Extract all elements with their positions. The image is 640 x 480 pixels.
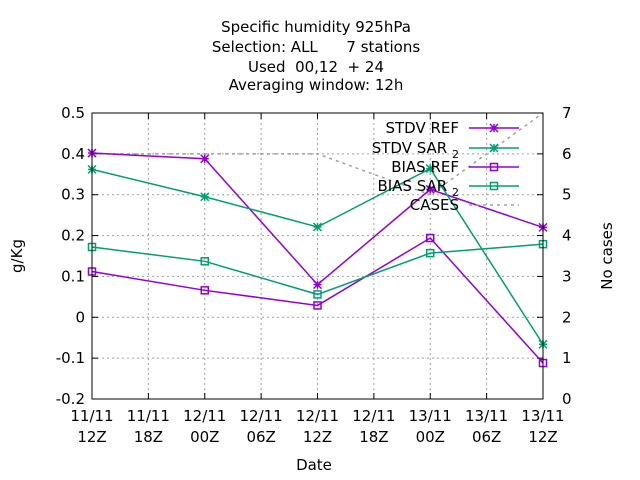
series-stdv-sar2	[87, 164, 548, 349]
series-line-bias-ref	[91, 237, 544, 364]
x-tick-label-date: 12/11	[183, 407, 226, 425]
y-axis-label: g/Kg	[8, 239, 26, 273]
y2-tick-label: 3	[562, 267, 572, 285]
y2-tick-label: 7	[562, 104, 572, 122]
x-tick-label-hour: 06Z	[472, 428, 501, 446]
legend-label-text: BIAS REF	[391, 158, 459, 176]
data-point-bias-sar2	[200, 257, 209, 266]
data-point-stdv-ref	[425, 184, 435, 194]
title-line-1: Specific humidity 925hPa	[221, 18, 411, 36]
data-point-stdv-ref	[200, 154, 210, 164]
legend-marker-stdv-sar2	[489, 143, 499, 153]
x-tick-label-date: 13/11	[521, 407, 564, 425]
data-point-stdv-sar2	[312, 222, 323, 232]
legend-marker-stdv-ref	[489, 123, 499, 133]
y2-axis-label: No cases	[598, 222, 616, 290]
series-line-cases	[92, 112, 544, 196]
x-tick-label-hour: 12Z	[77, 428, 106, 446]
legend-label-bias-sar2: BIAS SAR 2	[377, 177, 459, 199]
x-tick-label-date: 12/11	[296, 407, 339, 425]
y-tick-label: -0.2	[56, 390, 85, 408]
y-tick-label: -0.1	[56, 349, 85, 367]
x-tick-label-date: 11/11	[127, 407, 170, 425]
x-axis-label: Date	[296, 456, 332, 474]
y2-tick-label: 4	[562, 227, 572, 245]
x-tick-label-hour: 00Z	[190, 428, 219, 446]
legend-label-bias-ref: BIAS REF	[391, 158, 459, 176]
data-point-bias-ref	[313, 301, 322, 310]
legend-label-cases: CASES	[410, 196, 459, 214]
chart-title: Specific humidity 925hPa Selection: ALL …	[212, 18, 420, 94]
data-point-bias-ref	[200, 286, 209, 295]
y-tick-label: 0	[75, 308, 85, 326]
data-point-bias-ref	[426, 233, 435, 243]
legend-label-stdv-ref: STDV REF	[385, 119, 459, 137]
x-tick-label-hour: 00Z	[416, 428, 445, 446]
x-tick-label-hour: 12Z	[303, 428, 332, 446]
legend-label-subscript: 2	[452, 186, 459, 199]
plot-border	[91, 112, 544, 400]
x-tick-label-date: 13/11	[465, 407, 508, 425]
legend-label-text: STDV SAR	[372, 139, 452, 157]
legend-label-stdv-sar2: STDV SAR 2	[372, 139, 459, 161]
series-cases	[92, 112, 544, 196]
title-line-4: Averaging window: 12h	[229, 76, 404, 94]
legend-label-text: BIAS SAR	[377, 177, 452, 195]
x-tick-label-date: 11/11	[70, 407, 113, 425]
series-line-bias-sar2	[91, 243, 544, 296]
x-tick-label-date: 12/11	[240, 407, 283, 425]
y-tick-label: 0.3	[61, 186, 85, 204]
x-tick-label-hour: 12Z	[528, 428, 557, 446]
y2-tick-label: 0	[562, 390, 572, 408]
legend-label-text: CASES	[410, 196, 459, 214]
x-tick-label-hour: 18Z	[134, 428, 163, 446]
data-point-stdv-ref	[312, 280, 323, 290]
x-tick-label-hour: 06Z	[246, 428, 275, 446]
x-tick-label-hour: 18Z	[359, 428, 388, 446]
y-tick-label: 0.4	[61, 145, 85, 163]
y2-tick-label: 5	[562, 186, 572, 204]
y2-tick-label: 2	[562, 308, 572, 326]
y-tick-label: 0.1	[61, 267, 85, 285]
data-point-stdv-sar2	[425, 164, 435, 174]
y2-tick-label: 6	[562, 145, 572, 163]
data-point-bias-sar2	[426, 248, 435, 258]
legend-label-text: STDV REF	[385, 119, 459, 137]
data-point-stdv-sar2	[200, 192, 210, 202]
legend-label-subscript: 2	[452, 148, 459, 161]
legend-marker-bias-ref	[489, 162, 499, 172]
y2-tick-label: 1	[562, 349, 572, 367]
data-point-bias-sar2	[313, 290, 322, 299]
y-tick-label: 0.2	[61, 227, 85, 245]
title-line-3: Used 00,12 + 24	[248, 58, 384, 76]
x-tick-label-date: 13/11	[409, 407, 452, 425]
y-tick-label: 0.5	[61, 104, 85, 122]
x-tick-label-date: 12/11	[352, 407, 395, 425]
title-line-2: Selection: ALL 7 stations	[212, 38, 420, 56]
legend-marker-bias-sar2	[489, 181, 499, 191]
